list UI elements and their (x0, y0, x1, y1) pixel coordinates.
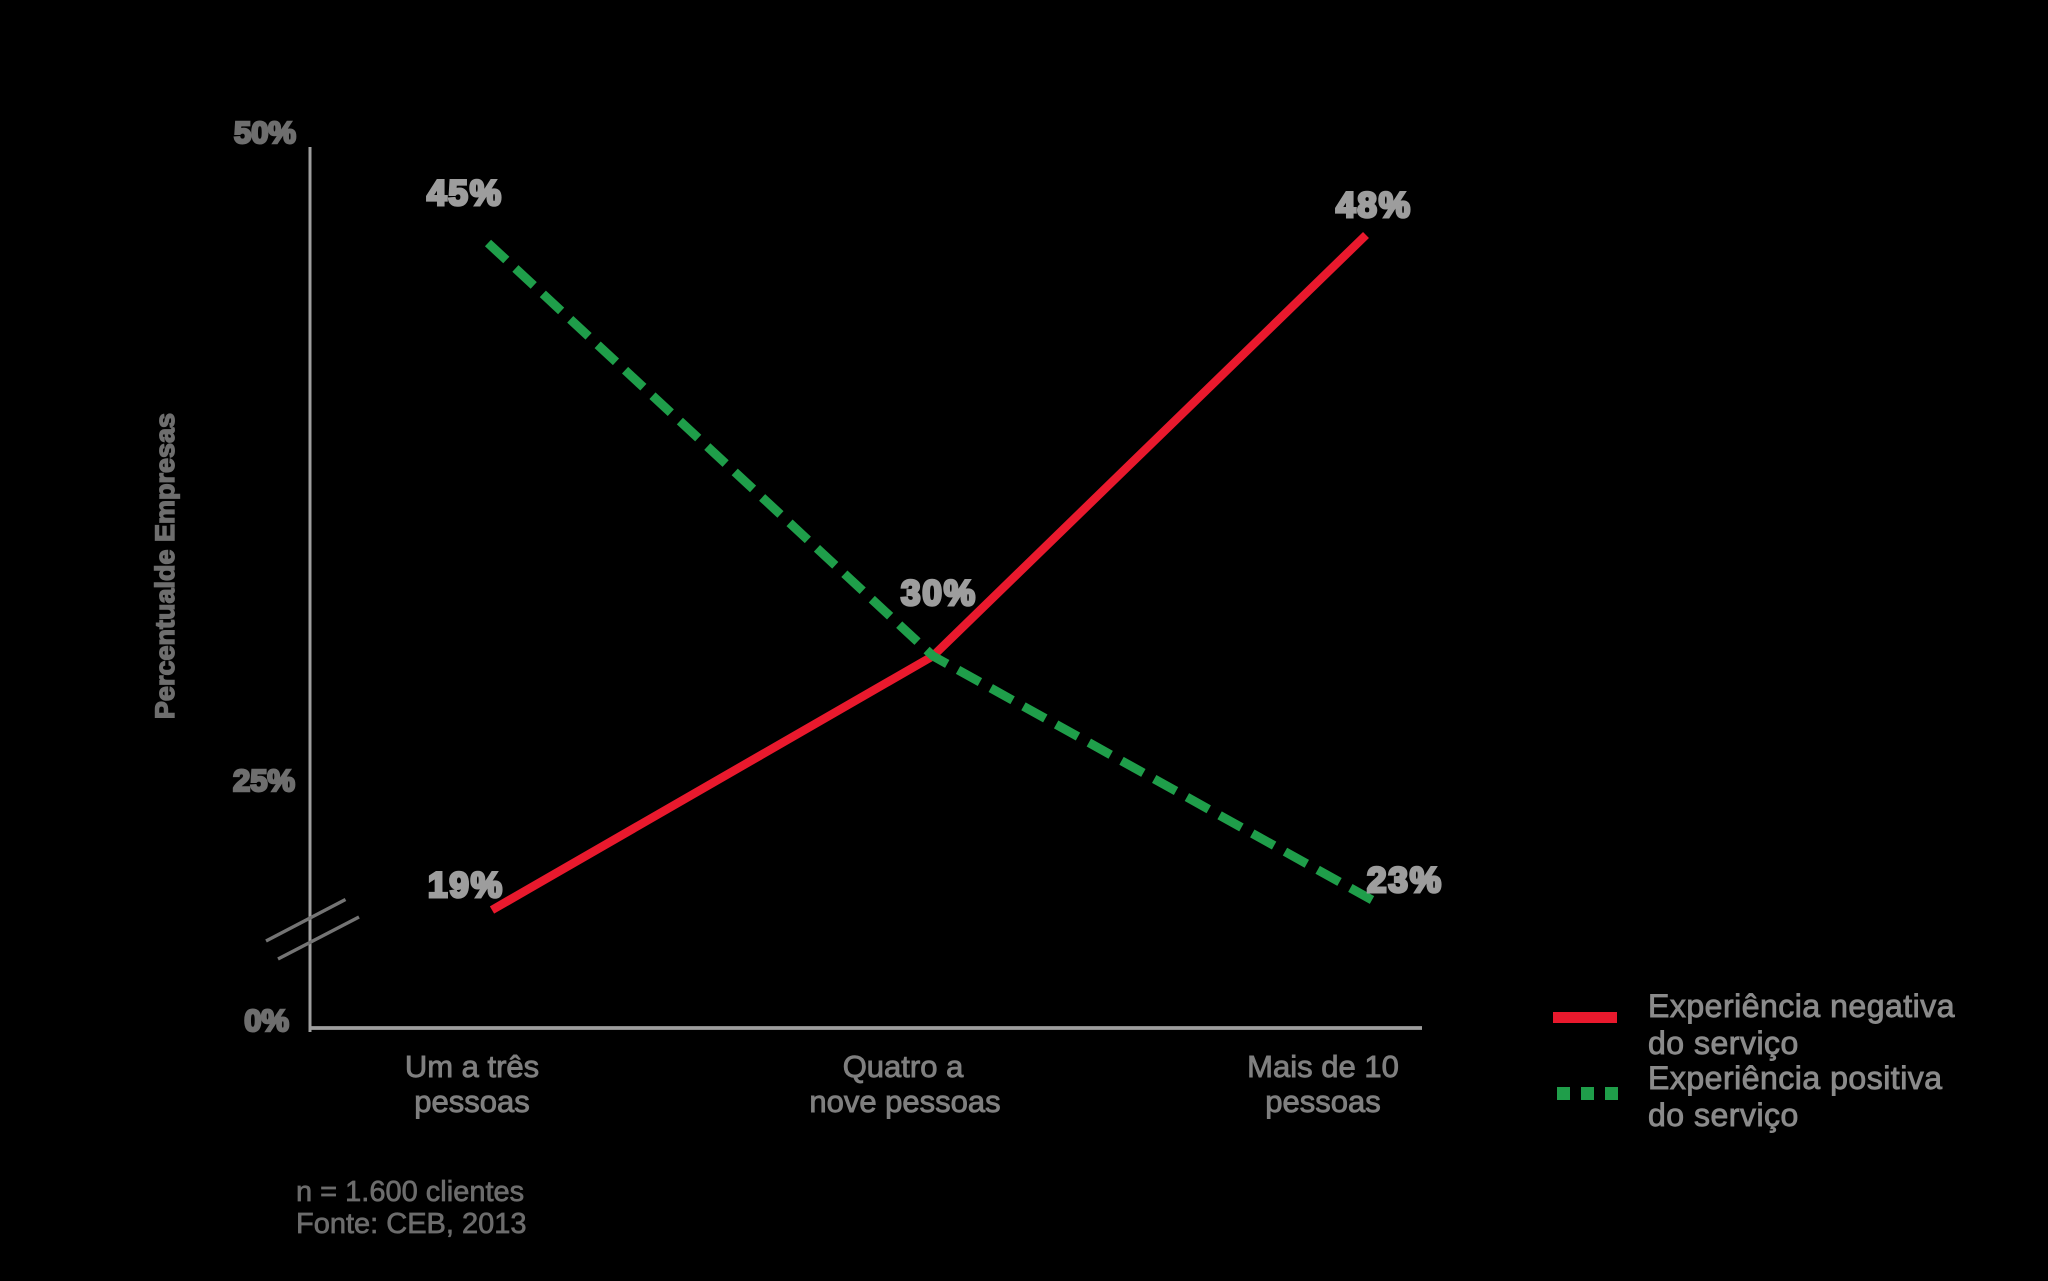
svg-text:nove pessoas: nove pessoas (809, 1084, 1000, 1119)
svg-text:Experiência negativa: Experiência negativa (1648, 988, 1955, 1024)
svg-text:Experiência positiva: Experiência positiva (1648, 1060, 1943, 1096)
svg-text:Quatro a: Quatro a (843, 1049, 964, 1084)
svg-text:pessoas: pessoas (1265, 1084, 1380, 1119)
svg-text:Um a três: Um a três (405, 1049, 539, 1084)
svg-text:48%: 48% (1336, 186, 1412, 225)
svg-text:45%: 45% (427, 174, 503, 213)
svg-text:do serviço: do serviço (1648, 1025, 1799, 1061)
svg-text:do serviço: do serviço (1648, 1097, 1799, 1133)
svg-text:0%: 0% (244, 1003, 289, 1038)
svg-text:19%: 19% (428, 866, 504, 905)
svg-text:Fonte: CEB, 2013: Fonte: CEB, 2013 (296, 1208, 527, 1240)
svg-text:Mais de 10: Mais de 10 (1247, 1049, 1399, 1084)
svg-text:n = 1.600 clientes: n = 1.600 clientes (296, 1176, 524, 1208)
svg-text:50%: 50% (234, 115, 296, 150)
svg-text:pessoas: pessoas (414, 1084, 529, 1119)
svg-text:30%: 30% (901, 574, 977, 613)
svg-text:23%: 23% (1367, 861, 1443, 900)
svg-text:25%: 25% (233, 763, 295, 798)
svg-text:Percentualde Empresas: Percentualde Empresas (150, 413, 180, 719)
